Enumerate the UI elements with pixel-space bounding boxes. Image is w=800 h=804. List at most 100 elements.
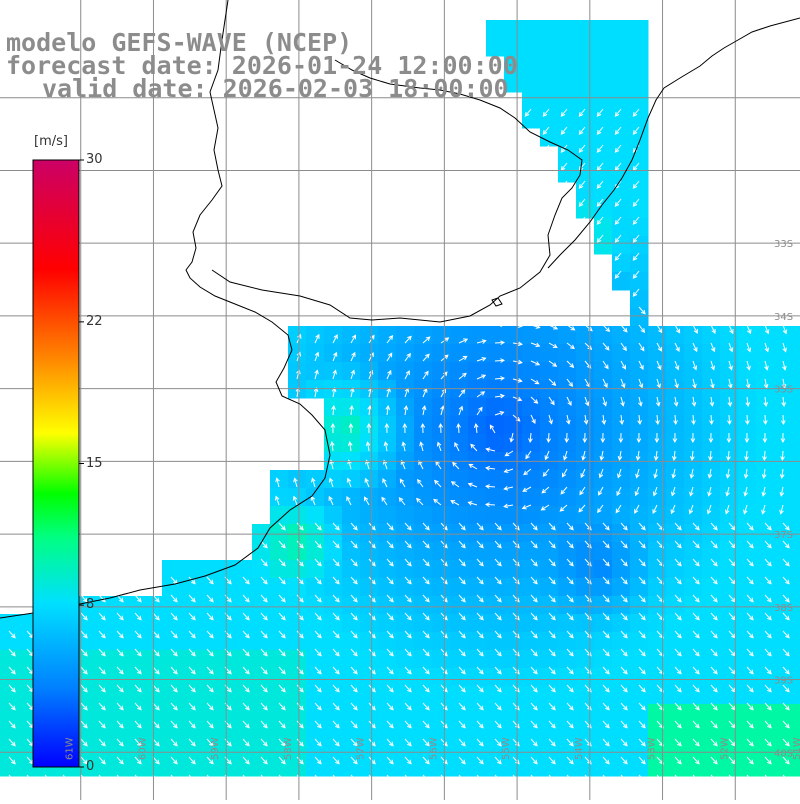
wind-speed-cell bbox=[648, 632, 667, 651]
wind-speed-cell bbox=[576, 56, 595, 75]
wind-speed-cell bbox=[540, 524, 559, 543]
wind-speed-cell bbox=[342, 470, 361, 489]
wind-speed-cell bbox=[612, 146, 631, 165]
wind-speed-cell bbox=[594, 146, 613, 165]
wind-speed-cell bbox=[324, 686, 343, 705]
wind-speed-cell bbox=[306, 758, 325, 777]
wind-speed-cell bbox=[702, 326, 721, 345]
wind-speed-cell bbox=[540, 380, 559, 399]
wind-speed-cell bbox=[324, 722, 343, 741]
wind-speed-cell bbox=[504, 362, 523, 381]
wind-speed-cell bbox=[270, 524, 289, 543]
wind-speed-cell bbox=[288, 578, 307, 597]
wind-speed-cell bbox=[630, 74, 649, 93]
wind-speed-cell bbox=[774, 542, 793, 561]
wind-speed-cell bbox=[594, 74, 613, 93]
wind-speed-cell bbox=[162, 596, 181, 615]
wind-speed-cell bbox=[180, 704, 199, 723]
wind-speed-cell bbox=[630, 164, 649, 183]
wind-speed-cell bbox=[738, 470, 757, 489]
wind-speed-cell bbox=[738, 668, 757, 687]
wind-speed-cell bbox=[504, 596, 523, 615]
wind-speed-cell bbox=[306, 524, 325, 543]
wind-speed-cell bbox=[630, 668, 649, 687]
wind-speed-cell bbox=[594, 488, 613, 507]
wind-speed-cell bbox=[108, 650, 127, 669]
wind-speed-cell bbox=[756, 704, 775, 723]
wind-speed-cell bbox=[684, 614, 703, 633]
wind-speed-cell bbox=[180, 758, 199, 777]
wind-speed-cell bbox=[234, 614, 253, 633]
wind-speed-cell bbox=[558, 668, 577, 687]
wind-speed-cell bbox=[198, 560, 217, 579]
wind-speed-cell bbox=[648, 704, 667, 723]
wind-speed-cell bbox=[630, 38, 649, 57]
wind-speed-cell bbox=[252, 632, 271, 651]
wind-speed-cell bbox=[360, 506, 379, 525]
wind-speed-cell bbox=[630, 632, 649, 651]
wind-speed-cell bbox=[252, 560, 271, 579]
wind-speed-cell bbox=[342, 686, 361, 705]
wind-speed-cell bbox=[252, 650, 271, 669]
wind-speed-cell bbox=[576, 38, 595, 57]
wind-speed-cell bbox=[270, 578, 289, 597]
wind-speed-cell bbox=[378, 668, 397, 687]
wind-speed-cell bbox=[396, 650, 415, 669]
wind-speed-cell bbox=[468, 380, 487, 399]
wind-speed-cell bbox=[288, 488, 307, 507]
wind-speed-cell bbox=[558, 524, 577, 543]
wind-speed-cell bbox=[270, 686, 289, 705]
wind-speed-cell bbox=[648, 506, 667, 525]
wind-speed-cell bbox=[774, 650, 793, 669]
wind-speed-cell bbox=[396, 686, 415, 705]
wind-speed-cell bbox=[108, 632, 127, 651]
wind-speed-cell bbox=[756, 524, 775, 543]
wind-speed-cell bbox=[378, 542, 397, 561]
wind-speed-cell bbox=[180, 632, 199, 651]
wind-speed-cell bbox=[594, 110, 613, 129]
wind-speed-cell bbox=[792, 362, 800, 381]
wind-speed-cell bbox=[774, 326, 793, 345]
wind-speed-cell bbox=[792, 506, 800, 525]
wind-speed-cell bbox=[774, 560, 793, 579]
wind-speed-cell bbox=[504, 632, 523, 651]
wind-speed-cell bbox=[576, 650, 595, 669]
wind-speed-cell bbox=[630, 650, 649, 669]
wind-speed-cell bbox=[558, 416, 577, 435]
wind-speed-cell bbox=[432, 326, 451, 345]
wind-speed-cell bbox=[360, 668, 379, 687]
wind-speed-cell bbox=[684, 542, 703, 561]
wind-speed-cell bbox=[486, 650, 505, 669]
wind-speed-cell bbox=[630, 254, 649, 273]
wind-speed-cell bbox=[576, 470, 595, 489]
wind-speed-cell bbox=[342, 524, 361, 543]
wind-speed-cell bbox=[234, 560, 253, 579]
wind-speed-cell bbox=[90, 740, 109, 759]
wind-speed-cell bbox=[576, 398, 595, 417]
wind-speed-cell bbox=[288, 542, 307, 561]
wind-speed-cell bbox=[522, 542, 541, 561]
wind-speed-cell bbox=[126, 668, 145, 687]
wind-speed-cell bbox=[396, 434, 415, 453]
wind-speed-cell bbox=[702, 740, 721, 759]
wind-speed-cell bbox=[594, 524, 613, 543]
wind-speed-cell bbox=[576, 200, 595, 219]
wind-speed-cell bbox=[216, 614, 235, 633]
wind-speed-cell bbox=[774, 614, 793, 633]
wind-speed-cell bbox=[792, 488, 800, 507]
wind-speed-cell bbox=[468, 578, 487, 597]
wind-speed-cell bbox=[648, 686, 667, 705]
wind-speed-cell bbox=[396, 668, 415, 687]
wind-speed-cell bbox=[666, 596, 685, 615]
wind-speed-cell bbox=[396, 722, 415, 741]
wind-speed-cell bbox=[180, 560, 199, 579]
wind-speed-cell bbox=[360, 686, 379, 705]
wind-speed-cell bbox=[252, 722, 271, 741]
wind-speed-cell bbox=[486, 470, 505, 489]
wind-speed-cell bbox=[396, 524, 415, 543]
wind-speed-cell bbox=[558, 650, 577, 669]
wind-speed-cell bbox=[450, 614, 469, 633]
wind-speed-cell bbox=[414, 488, 433, 507]
wind-speed-cell bbox=[630, 110, 649, 129]
wind-speed-cell bbox=[738, 596, 757, 615]
